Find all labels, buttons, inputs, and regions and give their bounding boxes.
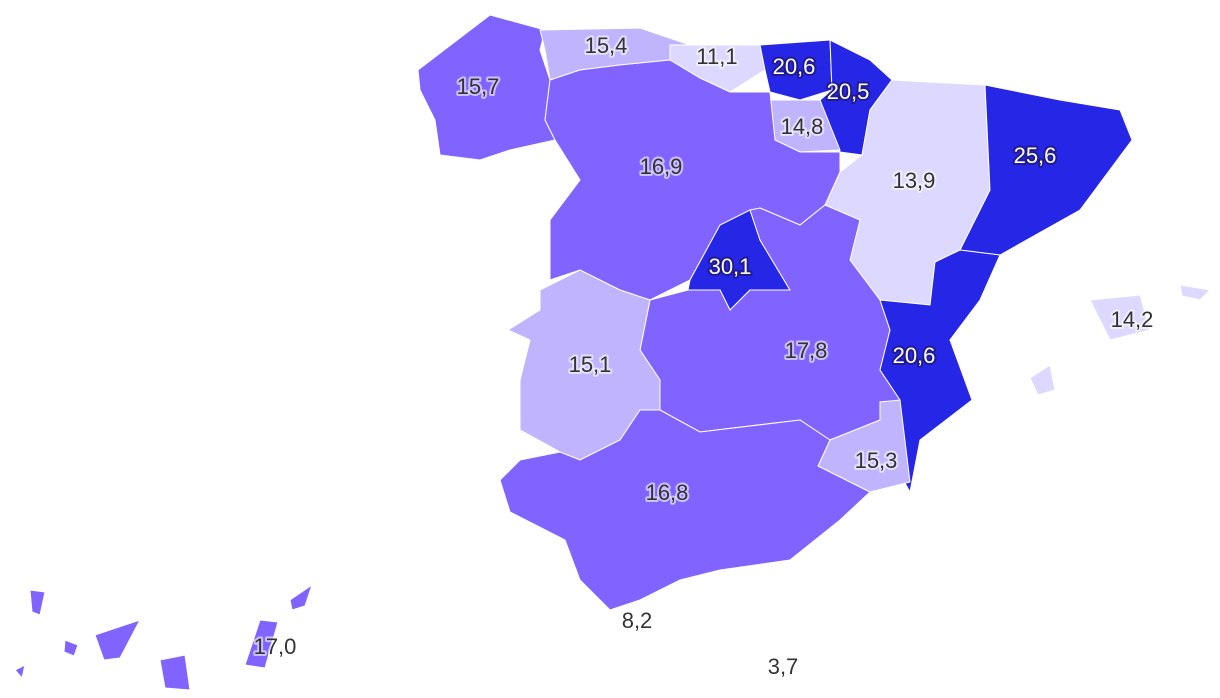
value-label-madrid: 30,1 xyxy=(709,254,752,279)
value-label-castilla-la-mancha: 17,8 xyxy=(785,338,828,363)
region-canarias[interactable] xyxy=(63,639,79,657)
region-cataluna[interactable] xyxy=(959,84,1133,256)
region-canarias[interactable] xyxy=(159,654,191,691)
value-label-pais-vasco: 20,6 xyxy=(773,54,816,79)
value-label-baleares: 14,2 xyxy=(1111,307,1154,332)
value-label-canarias: 17,0 xyxy=(254,634,297,659)
region-canarias[interactable] xyxy=(94,619,142,661)
value-label-murcia: 15,3 xyxy=(855,448,898,473)
region-baleares[interactable] xyxy=(1179,284,1212,301)
region-canarias[interactable] xyxy=(14,664,26,680)
region-baleares[interactable] xyxy=(1029,364,1056,396)
value-label-valencia: 20,6 xyxy=(893,343,936,368)
value-label-asturias: 15,4 xyxy=(585,33,628,58)
value-label-cataluna: 25,6 xyxy=(1014,143,1057,168)
region-valencia[interactable] xyxy=(879,249,1001,494)
value-label-castilla-y-leon: 16,9 xyxy=(640,154,683,179)
region-canarias[interactable] xyxy=(289,583,313,611)
value-label-galicia: 15,7 xyxy=(457,74,500,99)
value-label-la-rioja: 14,8 xyxy=(781,114,824,139)
region-canarias[interactable] xyxy=(244,619,279,669)
value-label-melilla: 3,7 xyxy=(768,654,799,679)
value-label-ceuta: 8,2 xyxy=(622,608,653,633)
value-label-navarra: 20,5 xyxy=(827,79,870,104)
value-label-andalucia: 16,8 xyxy=(646,480,689,505)
value-label-cantabria: 11,1 xyxy=(696,44,737,69)
value-label-extremadura: 15,1 xyxy=(569,352,612,377)
region-andalucia[interactable] xyxy=(499,409,871,611)
region-canarias[interactable] xyxy=(29,589,46,616)
region-navarra[interactable] xyxy=(819,39,893,156)
value-label-aragon: 13,9 xyxy=(893,168,936,193)
region-baleares[interactable] xyxy=(1089,294,1151,341)
